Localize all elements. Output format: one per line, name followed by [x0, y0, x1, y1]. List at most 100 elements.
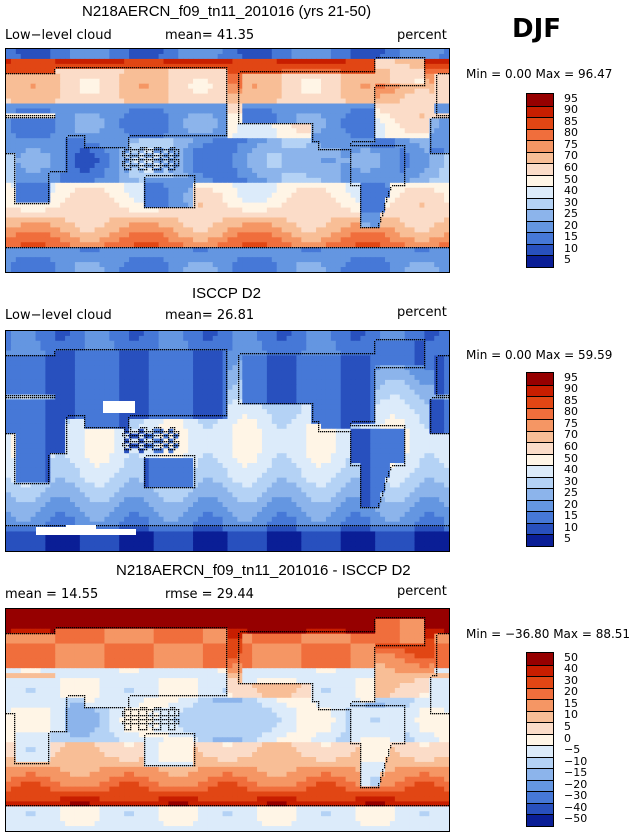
field-cell — [429, 53, 435, 60]
field-cell — [301, 167, 307, 174]
field-cell — [399, 108, 406, 114]
field-cell — [296, 123, 302, 129]
coastline-segment — [170, 165, 172, 167]
field-cell — [311, 53, 317, 60]
field-cell — [444, 182, 449, 189]
field-cell — [360, 202, 366, 209]
field-cell — [207, 247, 214, 253]
field-cell — [424, 172, 430, 179]
field-cell — [188, 153, 194, 159]
field-cell — [94, 58, 101, 65]
coastline-segment — [238, 107, 240, 109]
field-cell — [330, 222, 337, 228]
field-cell — [69, 113, 76, 119]
coastline-segment — [226, 127, 228, 129]
field-cell — [193, 227, 199, 233]
field-cell — [281, 212, 288, 218]
field-cell — [419, 177, 425, 184]
field-cell — [84, 172, 91, 179]
coastline-segment — [172, 155, 174, 157]
field-cell — [30, 177, 37, 184]
field-cell — [10, 58, 17, 65]
field-cell — [133, 262, 140, 268]
field-cell — [414, 242, 420, 248]
field-cell — [212, 58, 219, 65]
field-cell — [227, 148, 233, 154]
field-cell — [109, 83, 115, 90]
coastline-segment — [46, 115, 48, 117]
field-cell — [183, 148, 189, 154]
coastline-segment — [226, 93, 228, 95]
field-cell — [380, 172, 386, 179]
field-cell — [325, 108, 332, 114]
coastline-segment — [350, 161, 352, 163]
field-cell — [114, 98, 120, 105]
field-cell — [394, 78, 401, 85]
field-cell — [207, 227, 214, 233]
field-cell — [69, 83, 76, 90]
coastline-segment — [404, 167, 406, 169]
coastline-segment — [72, 67, 74, 69]
field-cell — [178, 93, 184, 100]
field-cell — [375, 128, 381, 134]
coastline-segment — [42, 73, 44, 75]
field-cell — [69, 257, 76, 263]
coastline-segment — [88, 147, 90, 149]
field-cell — [340, 197, 347, 204]
field-cell — [104, 197, 110, 204]
field-cell — [335, 267, 342, 272]
field-cell — [316, 88, 322, 95]
field-cell — [247, 187, 253, 194]
field-cell — [311, 202, 317, 209]
coastline-segment — [440, 115, 442, 117]
field-cell — [197, 182, 204, 189]
field-cell — [257, 53, 263, 60]
field-cell — [296, 197, 302, 204]
field-cell — [138, 212, 145, 218]
field-cell — [84, 73, 91, 80]
field-cell — [316, 187, 322, 194]
field-cell — [50, 158, 56, 164]
field-cell — [173, 212, 179, 218]
field-cell — [306, 237, 312, 243]
field-cell — [79, 93, 86, 100]
coastline-segment — [424, 59, 426, 61]
field-cell — [94, 83, 101, 90]
field-cell — [15, 153, 22, 159]
field-cell — [306, 148, 312, 154]
field-cell — [114, 113, 120, 119]
coastline-segment — [140, 67, 142, 69]
field-cell — [365, 118, 371, 124]
field-cell — [321, 232, 327, 238]
field-cell — [99, 187, 105, 194]
field-cell — [55, 123, 61, 129]
field-cell — [355, 232, 361, 238]
coastline-segment — [368, 141, 370, 143]
coastline-segment — [6, 153, 8, 155]
field-cell — [25, 202, 32, 209]
field-cell — [109, 73, 115, 80]
coastline-segment — [226, 83, 228, 85]
field-cell — [325, 49, 332, 55]
field-cell — [15, 167, 22, 174]
field-cell — [20, 133, 27, 139]
field-cell — [50, 148, 56, 154]
field-cell — [365, 93, 371, 100]
coastline-segment — [178, 165, 180, 167]
coastline-segment — [374, 117, 376, 119]
field-cell — [173, 78, 179, 85]
field-cell — [114, 103, 120, 109]
coastline-segment — [128, 155, 130, 157]
field-cell — [222, 182, 228, 189]
field-cell — [389, 192, 396, 199]
field-cell — [444, 68, 449, 75]
coastline-segment — [208, 67, 210, 69]
field-cell — [193, 53, 199, 60]
field-cell — [291, 202, 297, 209]
field-cell — [148, 148, 155, 154]
coastline-segment — [226, 99, 228, 101]
field-cell — [266, 232, 273, 238]
field-cell — [380, 133, 386, 139]
field-cell — [350, 177, 356, 184]
field-cell — [227, 138, 233, 144]
